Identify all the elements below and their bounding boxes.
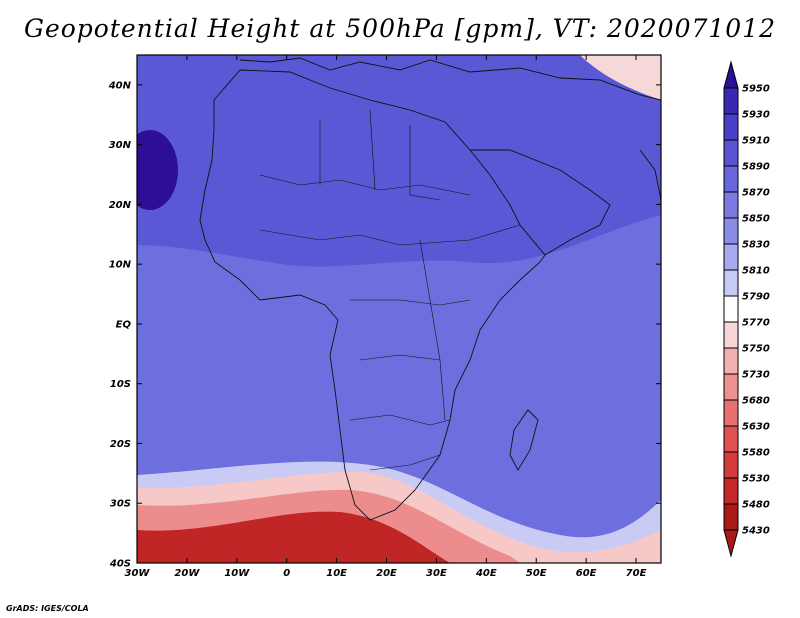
colorbar-label: 5770 <box>742 318 770 329</box>
lat-label: 30N <box>109 140 132 151</box>
colorbar-swatch <box>723 425 739 453</box>
colorbar-label: 5790 <box>742 292 770 303</box>
colorbar-label: 5430 <box>742 526 770 537</box>
map-title: Geopotential Height at 500hPa [gpm], VT:… <box>23 14 777 43</box>
africa-coastline <box>199 69 546 521</box>
colorbar: 5950 5930 5910 5890 5870 5850 5830 5810 5790 5770… <box>723 60 770 558</box>
lat-label: EQ <box>116 319 132 330</box>
arabia-coastline <box>470 149 611 256</box>
lon-label: 20W <box>174 568 200 579</box>
colorbar-top-arrow <box>723 60 739 89</box>
colorbar-swatch <box>723 347 739 375</box>
colorbar-swatch <box>723 321 739 349</box>
lat-label: 20N <box>109 200 132 211</box>
lon-label: 70E <box>626 568 647 579</box>
colorbar-swatch <box>723 503 739 531</box>
colorbar-label: 5850 <box>742 214 770 225</box>
field-low-core <box>137 511 450 563</box>
colorbar-label: 5730 <box>742 370 770 381</box>
longitude-axis: 30W 20W 10W 0 10E 20E 30E 40E 50E 60E 70E <box>125 55 647 579</box>
europe-coastline <box>239 57 661 101</box>
colorbar-label: 5810 <box>742 266 770 277</box>
field-high-west <box>137 130 178 210</box>
lon-label: 60E <box>576 568 597 579</box>
colorbar-swatch <box>723 165 739 193</box>
colorbar-swatch <box>723 373 739 401</box>
india-coastline <box>639 149 661 201</box>
lon-label: 50E <box>526 568 547 579</box>
lon-label: 0 <box>283 568 290 579</box>
colorbar-swatch <box>723 217 739 245</box>
height-field <box>137 55 661 563</box>
field-high-north <box>137 55 661 267</box>
colorbar-label: 5480 <box>742 500 770 511</box>
colorbar-swatch <box>723 87 739 115</box>
colorbar-label: 5680 <box>742 396 770 407</box>
colorbar-label: 5630 <box>742 422 770 433</box>
country-borders <box>259 109 521 471</box>
lat-label: 40N <box>108 80 132 91</box>
colorbar-label: 5890 <box>742 162 770 173</box>
lon-label: 30W <box>125 568 151 579</box>
madagascar-coastline <box>509 409 539 471</box>
colorbar-swatch <box>723 477 739 505</box>
lon-label: 30E <box>426 568 447 579</box>
colorbar-label: 5930 <box>742 110 770 121</box>
colorbar-swatch <box>723 139 739 167</box>
lon-label: 10W <box>224 568 250 579</box>
field-ne-corner <box>580 55 661 100</box>
colorbar-swatch <box>723 269 739 297</box>
colorbar-label: 5580 <box>742 448 770 459</box>
plot-frame <box>136 54 662 564</box>
field-high-sahara <box>237 150 572 221</box>
colorbar-label: 5910 <box>742 136 770 147</box>
colorbar-label: 5830 <box>742 240 770 251</box>
grads-credit: GrADS: IGES/COLA <box>6 604 89 613</box>
colorbar-swatch <box>723 243 739 271</box>
lat-label: 40S <box>109 559 131 570</box>
lon-label: 40E <box>475 568 497 579</box>
lat-label: 30S <box>110 499 131 510</box>
colorbar-swatch <box>723 399 739 427</box>
coastlines <box>199 57 661 521</box>
colorbar-swatch <box>723 295 739 323</box>
colorbar-bottom-arrow <box>723 529 739 558</box>
lat-label: 10S <box>110 379 131 390</box>
colorbar-label: 5950 <box>742 84 770 95</box>
colorbar-swatch <box>723 191 739 219</box>
latitude-axis: 40N 30N 20N 10N EQ 10S 20S 30S 40S <box>108 80 661 570</box>
lat-label: 10N <box>109 260 132 271</box>
colorbar-label: 5530 <box>742 474 770 485</box>
colorbar-swatch <box>723 113 739 141</box>
colorbar-label: 5870 <box>742 188 770 199</box>
colorbar-label: 5750 <box>742 344 770 355</box>
lat-label: 20S <box>110 439 131 450</box>
lon-label: 20E <box>376 568 397 579</box>
colorbar-swatch <box>723 451 739 479</box>
lon-label: 10E <box>326 568 347 579</box>
